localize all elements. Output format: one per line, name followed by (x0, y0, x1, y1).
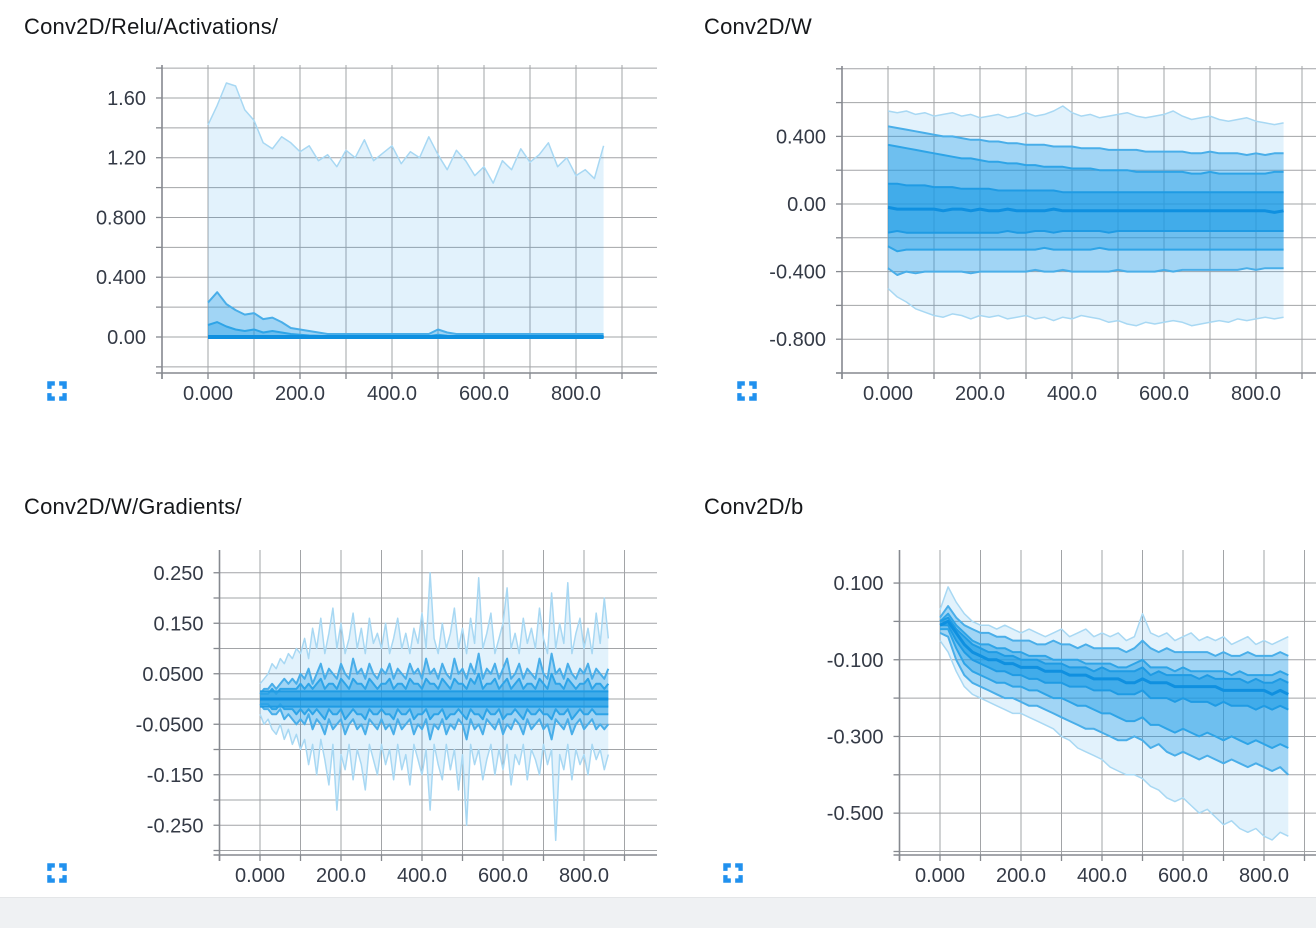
chart-card-conv2d-w: Conv2D/W 0.400 0.00 -0.400 -0.800 0.000 200.0… (658, 0, 1316, 480)
tick-label: -0.250 (147, 815, 204, 837)
tick-label: -0.300 (827, 726, 884, 748)
tick-label: 0.000 (183, 383, 233, 405)
tick-label: 200.0 (955, 383, 1005, 405)
distribution-plot: 0.100 -0.100 -0.300 -0.500 0.000 200.0 400.0 60… (827, 550, 1316, 887)
tick-label: 0.250 (153, 563, 203, 585)
tick-label: -0.150 (147, 765, 204, 787)
tick-label: 200.0 (316, 865, 366, 887)
tick-label: 200.0 (275, 383, 325, 405)
tick-label: 800.0 (1231, 383, 1281, 405)
expand-chart-button[interactable] (44, 860, 70, 886)
expand-chart-button[interactable] (44, 378, 70, 404)
chart-title: Conv2D/W/Gradients/ (24, 494, 242, 519)
charts-grid: Conv2D/Relu/Activations/ 0.00 0.400 0.800 1… (0, 0, 1316, 897)
fullscreen-icon (47, 863, 67, 883)
distribution-plot: 0.250 0.150 0.0500 -0.0500 -0.150 -0.250 0.000… (136, 550, 657, 887)
expand-chart-button[interactable] (734, 378, 760, 404)
chart-title: Conv2D/W (704, 14, 812, 39)
chart-card-conv2d-w-gradients: Conv2D/W/Gradients/ 0.250 0.150 0.0500 -0.0… (0, 480, 658, 897)
tick-label: 800.0 (1239, 865, 1289, 887)
tick-label: 600.0 (1158, 865, 1208, 887)
tick-label: 400.0 (367, 383, 417, 405)
tick-label: 400.0 (1077, 865, 1127, 887)
tick-label: 600.0 (1139, 383, 1189, 405)
tick-label: 800.0 (551, 383, 601, 405)
tick-label: 600.0 (459, 383, 509, 405)
fullscreen-icon (47, 381, 67, 401)
distribution-plot: 0.00 0.400 0.800 1.20 1.60 0.000 200.0 400.0 600… (96, 65, 657, 405)
chart-card-conv2d-relu-activations: Conv2D/Relu/Activations/ 0.00 0.400 0.800 1… (0, 0, 658, 480)
tick-label: 0.0500 (142, 664, 203, 686)
tick-label: 0.00 (107, 327, 146, 349)
tick-label: 1.60 (107, 88, 146, 110)
tick-label: 0.000 (863, 383, 913, 405)
tick-label: -0.0500 (136, 714, 204, 736)
page-background-strip (0, 897, 1316, 928)
tick-label: 0.000 (235, 865, 285, 887)
tick-label: 0.150 (153, 613, 203, 635)
tick-label: 0.100 (833, 573, 883, 595)
fullscreen-icon (723, 863, 743, 883)
chart-title: Conv2D/b (704, 494, 804, 519)
tick-label: 0.400 (96, 267, 146, 289)
chart-card-conv2d-b: Conv2D/b 0.100 -0.100 -0.300 -0.500 0.000 200… (658, 480, 1316, 897)
distribution-plot: 0.400 0.00 -0.400 -0.800 0.000 200.0 400.0 600.… (769, 66, 1316, 405)
tick-label: 200.0 (996, 865, 1046, 887)
expand-chart-button[interactable] (720, 860, 746, 886)
tick-label: 600.0 (478, 865, 528, 887)
tick-label: 400.0 (1047, 383, 1097, 405)
tick-label: -0.400 (769, 262, 826, 284)
tick-label: -0.800 (769, 329, 826, 351)
tick-label: 0.800 (96, 207, 146, 229)
tick-label: 800.0 (559, 865, 609, 887)
fullscreen-icon (737, 381, 757, 401)
chart-title: Conv2D/Relu/Activations/ (24, 14, 279, 39)
tick-label: 400.0 (397, 865, 447, 887)
tick-label: 0.400 (776, 126, 826, 148)
tick-label: 1.20 (107, 148, 146, 170)
tick-label: 0.00 (787, 194, 826, 216)
tick-label: -0.500 (827, 803, 884, 825)
tick-label: -0.100 (827, 650, 884, 672)
tick-label: 0.000 (915, 865, 965, 887)
